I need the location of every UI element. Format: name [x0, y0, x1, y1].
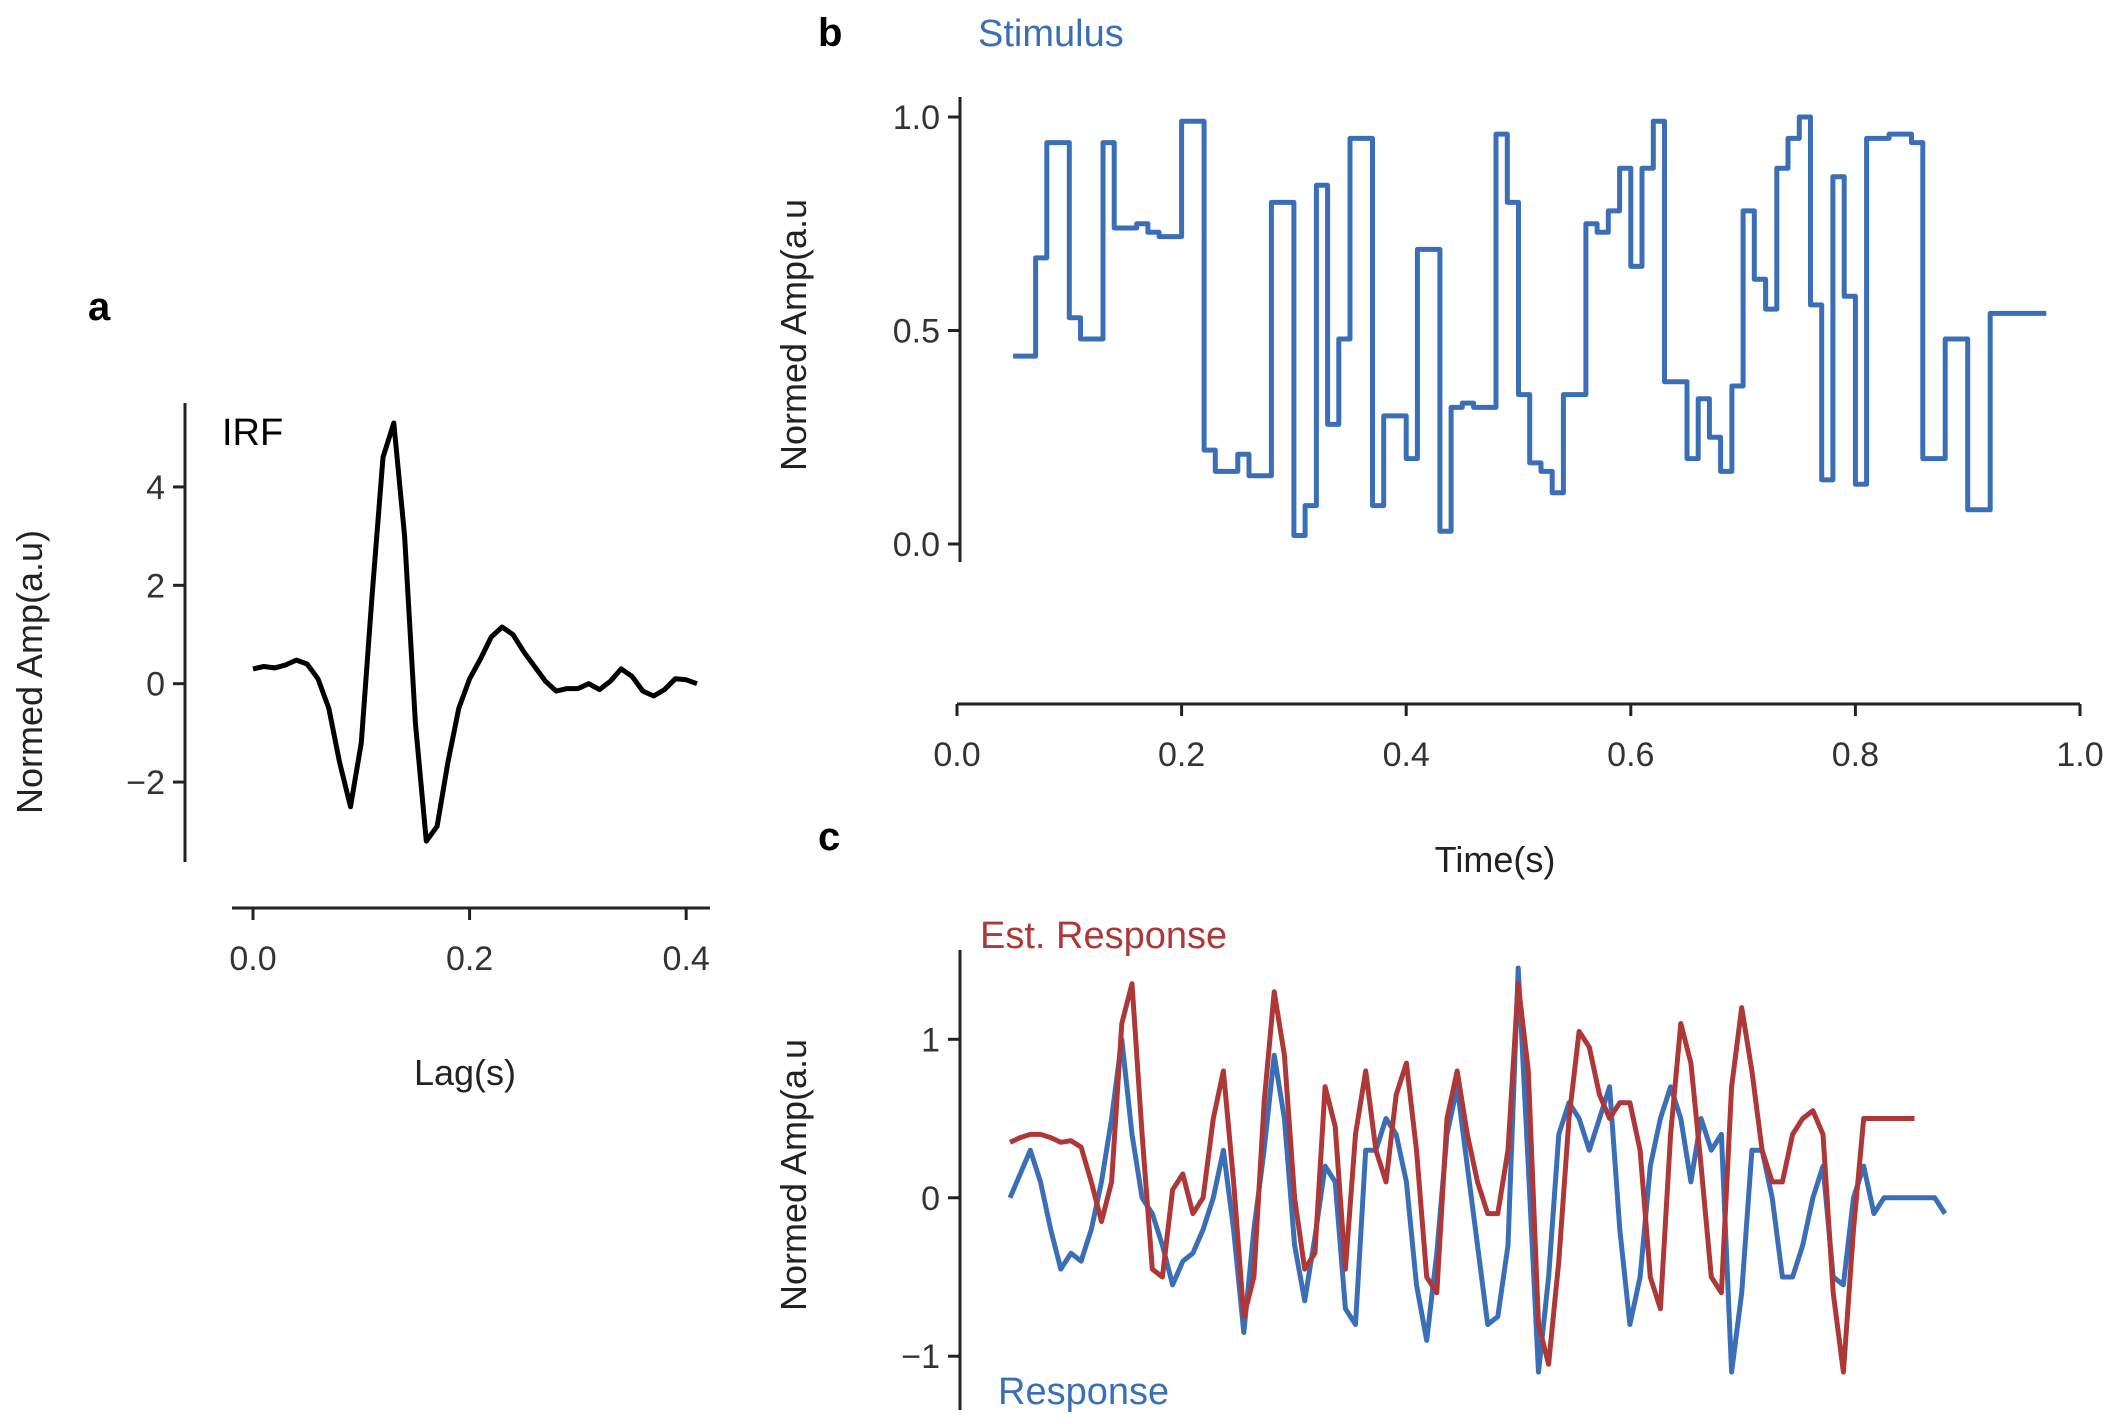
panel-b-y-ticks: 0.0 0.5 1.0 — [893, 99, 960, 564]
panel-a-x-tick-label: 0.0 — [229, 940, 276, 978]
panel-b-x-tick-label: 0.2 — [1158, 736, 1205, 774]
panel-a-x-tick-label: 0.4 — [663, 940, 710, 978]
panel-c-y-tick-label: 0 — [921, 1180, 940, 1218]
panel-b-y-tick-label: 0.0 — [893, 526, 940, 564]
panel-b-x-tick-label: 1.0 — [2056, 736, 2103, 774]
panel-a-y-label: Normed Amp(a.u) — [9, 530, 50, 814]
panel-b-x-tick-label: 0.4 — [1383, 736, 1430, 774]
panel-a-x-tick-label: 0.2 — [446, 940, 493, 978]
panel-b-x-tick-label: 0.8 — [1832, 736, 1879, 774]
panel-a-y-ticks: −2 0 2 4 — [126, 469, 185, 802]
panel-a-y-tick-label: 2 — [146, 567, 165, 605]
panel-b-letter: b — [818, 11, 842, 55]
panel-c-y-tick-label: 1 — [921, 1021, 940, 1059]
panel-a-x-ticks: 0.0 0.2 0.4 — [229, 908, 710, 978]
panel-c-est-response-label: Est. Response — [980, 915, 1227, 957]
panel-a-y-tick-label: 4 — [146, 469, 165, 507]
panel-b-y-tick-label: 1.0 — [893, 99, 940, 137]
panel-c-letter: c — [818, 815, 840, 859]
panel-b-y-tick-label: 0.5 — [893, 313, 940, 351]
panel-c-est-response-line — [1008, 981, 1915, 1375]
panel-b-x-ticks: 0.0 0.2 0.4 0.6 0.8 1.0 — [933, 704, 2104, 774]
panel-b-stimulus-line — [1013, 114, 2047, 538]
panel-b-y-label: Normed Amp(a.u — [773, 199, 814, 471]
panel-a: a IRF −2 0 2 4 0.0 0.2 0.4 Lag(s) Normed Amp(… — [9, 285, 710, 1093]
panel-a-y-tick-label: 0 — [146, 666, 165, 704]
panel-c-response-label: Response — [998, 1371, 1169, 1413]
panel-b-x-label: Time(s) — [1435, 839, 1556, 880]
panel-b: b Stimulus 0.00.51.0 0.0 0.2 0.4 0.6 0.8 1.0 … — [773, 11, 2104, 880]
panel-c: c Est. Response Response −1 0 1 Normed Amp… — [773, 815, 1948, 1413]
panel-c-y-tick-label: −1 — [901, 1338, 940, 1376]
panel-c-y-label: Normed Amp(a.u — [773, 1039, 814, 1311]
panel-a-x-label: Lag(s) — [414, 1052, 516, 1093]
panel-b-x-tick-label: 0.6 — [1607, 736, 1654, 774]
panel-a-y-tick-label: −2 — [126, 764, 165, 802]
panel-b-x-tick-label: 0.0 — [933, 736, 980, 774]
panel-c-y-ticks: −1 0 1 — [901, 1021, 960, 1376]
panel-b-series-label: Stimulus — [978, 13, 1124, 55]
panel-a-irf-line — [252, 420, 698, 844]
panel-a-annotation: IRF — [222, 412, 283, 454]
panel-a-letter: a — [88, 285, 111, 329]
